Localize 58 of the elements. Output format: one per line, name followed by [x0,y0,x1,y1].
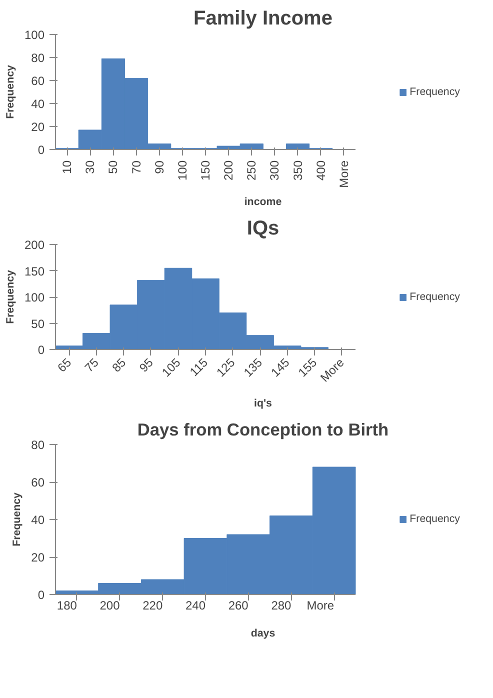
y-tick-label: 60 [31,476,45,490]
y-tick-label: 60 [31,74,45,88]
x-axis-title: days [250,628,276,640]
x-tick-label: 400 [314,160,328,181]
x-tick-label: 260 [228,598,249,612]
x-tick-label: 125 [214,355,238,380]
y-tick-label: 80 [31,438,45,452]
x-tick-label: 180 [56,598,78,612]
x-tick-label: 65 [54,355,74,375]
x-tick-label: More [306,598,334,612]
y-tick-label: 20 [31,120,45,134]
legend-label: Frequency [410,86,460,98]
y-axis-title: Frequency [4,64,16,119]
y-tick-label: 0 [38,588,45,602]
x-tick-label: 220 [142,598,163,612]
legend-label: Frequency [410,513,460,525]
y-tick-label: 40 [31,513,45,527]
x-tick-label: 85 [109,355,129,375]
x-axis-title: income [244,196,282,208]
x-tick-label: 300 [268,160,282,181]
legend-label: Frequency [410,290,460,302]
chart-title: IQs [246,218,280,240]
x-tick-label: 200 [222,160,236,181]
y-tick-label: 200 [24,238,45,252]
x-tick-label: 95 [136,355,156,375]
x-tick-label: 115 [187,355,211,379]
x-tick-label: More [336,160,351,188]
x-tick-label: 200 [100,598,120,612]
x-tick-label: 350 [290,160,305,181]
x-tick-label: 280 [271,598,292,612]
y-tick-label: 40 [31,97,45,111]
x-tick-label: 10 [60,160,74,174]
y-tick-label: 20 [31,550,45,564]
y-tick-label: 150 [24,264,45,278]
x-tick-label: 240 [185,598,206,612]
x-tick-label: 250 [244,160,259,181]
y-axis-title: Frequency [4,270,16,324]
x-tick-label: 100 [175,160,190,181]
y-tick-label: 100 [24,290,45,304]
x-tick-label: 105 [159,355,184,380]
x-tick-label: 30 [83,160,98,174]
x-tick-label: 70 [129,160,144,174]
x-tick-label: 150 [198,160,212,181]
y-tick-label: 100 [24,28,45,42]
x-axis-title: iq's [254,398,272,410]
y-axis-title: Frequency [11,492,24,546]
x-tick-label: 155 [295,355,320,380]
x-tick-label: 145 [268,355,292,380]
y-tick-label: 0 [38,143,45,157]
chart-title: Family Income [194,8,332,30]
x-tick-label: 135 [240,355,266,380]
x-tick-label: 90 [152,160,166,174]
x-tick-label: 75 [82,355,102,375]
x-tick-label: 50 [106,160,120,174]
y-tick-label: 0 [38,343,45,357]
y-tick-label: 80 [31,51,45,65]
chart-title: Days from Conception to Birth [137,420,389,440]
y-tick-label: 50 [31,316,45,331]
